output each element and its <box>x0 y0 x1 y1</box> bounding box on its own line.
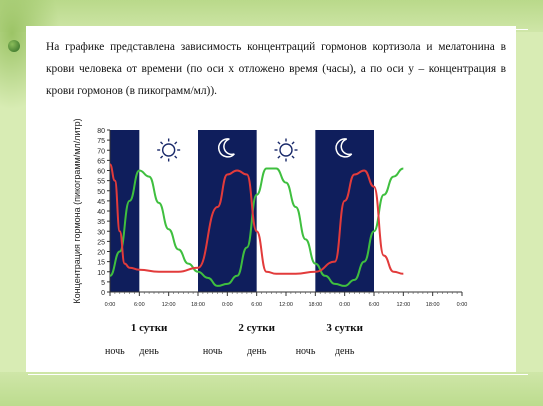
series-end-tag: мелатонин <box>405 273 428 278</box>
y-tick-label: 35 <box>97 219 105 226</box>
y-tick-label: 65 <box>97 158 105 165</box>
y-tick-label: 45 <box>97 199 105 206</box>
y-tick-label: 60 <box>97 169 105 176</box>
y-tick-label: 20 <box>97 250 105 257</box>
y-tick-label: 10 <box>97 270 105 277</box>
slide-bottom-rule <box>28 374 528 375</box>
moon-icon <box>335 138 353 158</box>
x-tick-label: 0:00 <box>105 302 116 308</box>
x-tick-label: 18:00 <box>308 302 322 308</box>
sun-icon <box>274 138 298 162</box>
y-tick-label: 70 <box>97 148 105 155</box>
x-tick-label: 6:00 <box>251 302 262 308</box>
x-tick-label: 18:00 <box>426 302 440 308</box>
period-label: ночь <box>203 346 223 357</box>
day-label: 2 сутки <box>238 322 275 334</box>
x-tick-label: 12:00 <box>279 302 293 308</box>
x-tick-label: 0:00 <box>457 302 468 308</box>
y-tick-label: 40 <box>97 209 105 216</box>
y-tick-label: 25 <box>97 239 105 246</box>
x-tick-label: 18:00 <box>191 302 205 308</box>
y-tick-label: 80 <box>97 128 105 135</box>
sun-icon <box>157 138 181 162</box>
period-label: день <box>139 346 159 357</box>
x-tick-label: 0:00 <box>222 302 233 308</box>
plot-area <box>110 130 462 292</box>
x-tick-label: 0:00 <box>339 302 350 308</box>
period-label: день <box>247 346 267 357</box>
y-tick-label: 0 <box>101 290 105 297</box>
series-line-cortisol <box>109 167 404 287</box>
bullet-icon <box>8 40 20 52</box>
y-tick-label: 75 <box>97 138 105 145</box>
day-label: 3 сутки <box>326 322 363 334</box>
slide-bottom-band <box>0 372 543 406</box>
x-tick-label: 6:00 <box>134 302 145 308</box>
period-label: ночь <box>105 346 125 357</box>
period-label: день <box>335 346 355 357</box>
chart-description: На графике представлена зависимость конц… <box>46 41 506 97</box>
y-tick-label: 30 <box>97 229 105 236</box>
x-tick-label: 6:00 <box>369 302 380 308</box>
y-tick-label: 15 <box>97 260 105 267</box>
period-label: ночь <box>296 346 316 357</box>
x-tick-label: 12:00 <box>396 302 410 308</box>
series-end-tag: кортизол <box>405 162 424 167</box>
y-tick-label: 50 <box>97 189 105 196</box>
x-tick-label: 12:00 <box>162 302 176 308</box>
night-band <box>198 130 257 292</box>
day-label: 1 сутки <box>131 322 168 334</box>
series-line-melatonin <box>109 163 404 275</box>
y-tick-label: 5 <box>101 280 105 287</box>
moon-icon <box>218 138 235 158</box>
y-axis-label: Концентрация гормона (пикограмм/мл/литр) <box>72 118 82 303</box>
y-tick-label: 55 <box>97 179 105 186</box>
